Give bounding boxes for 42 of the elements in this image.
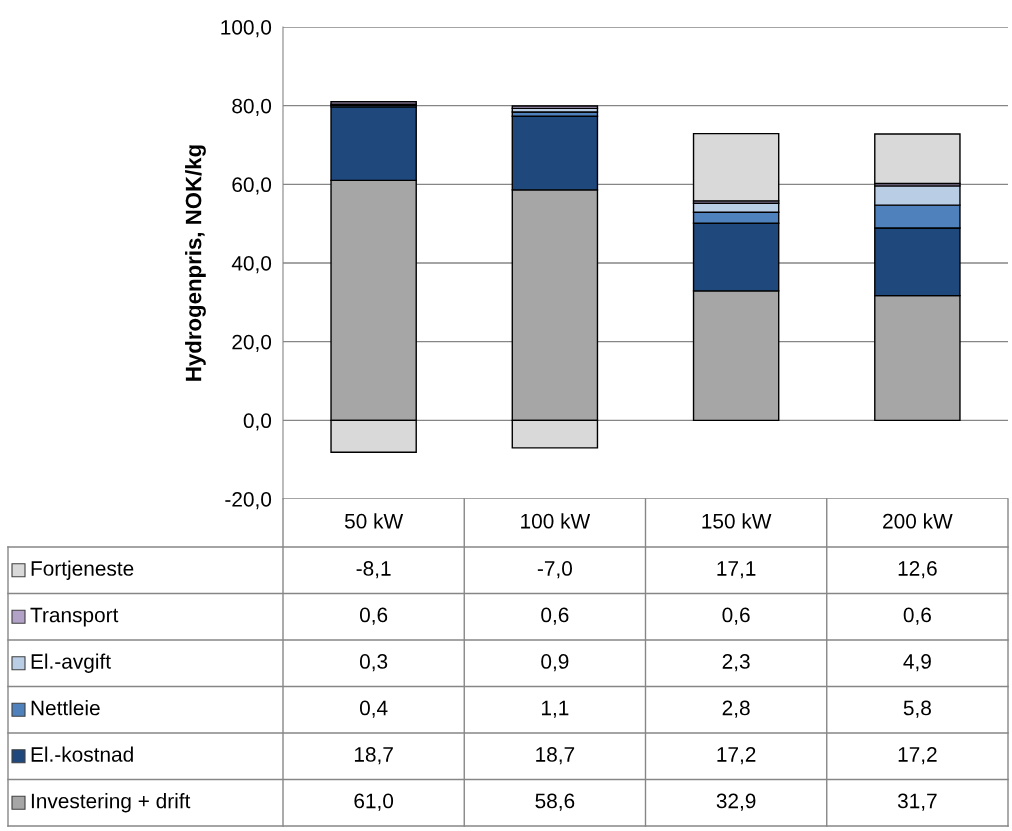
legend-label: Fortjeneste	[31, 560, 134, 580]
data-label: 17,1	[717, 561, 756, 579]
data-label: -7,0	[537, 561, 573, 579]
y-tick-label: 80,0	[232, 98, 272, 116]
data-label: 18,7	[536, 747, 575, 765]
data-label: 32,9	[716, 793, 756, 811]
data-label: -8,1	[356, 561, 391, 579]
data-label: 0,6	[359, 607, 388, 625]
data-label: 17,2	[717, 747, 756, 765]
x-tick-label: 100 kW	[521, 513, 591, 529]
y-tick-label: 0,0	[243, 413, 272, 431]
x-tick-label: 50 kW	[344, 513, 404, 529]
legend-label: El.-avgift	[31, 653, 111, 673]
data-label: 12,6	[898, 561, 937, 579]
data-label: 2,8	[722, 700, 750, 718]
data-label: 0,6	[903, 607, 931, 625]
data-label: 2,3	[722, 654, 750, 672]
x-tick-label: 150 kW	[702, 513, 772, 529]
y-axis-title: Hydrogenpris, NOK/kg	[185, 145, 206, 381]
y-tick-label: 20,0	[232, 334, 272, 352]
y-tick-label: 60,0	[232, 177, 272, 195]
data-label: 1,1	[541, 700, 569, 718]
legend-label: Investering + drift	[31, 793, 191, 813]
data-label: 58,6	[535, 793, 575, 811]
legend-label: El.-kostnad	[31, 746, 133, 762]
y-tick-label: 40,0	[231, 256, 272, 274]
data-label: 0,6	[541, 607, 569, 625]
y-tick-label: -20,0	[225, 492, 272, 510]
data-label: 17,2	[898, 747, 937, 765]
data-label: 18,7	[354, 747, 393, 765]
data-label: 0,3	[359, 654, 388, 672]
data-label: 4,9	[903, 654, 931, 672]
data-label: 0,6	[722, 607, 750, 625]
data-label: 0,4	[359, 700, 388, 718]
legend-label: Transport	[30, 607, 119, 627]
data-label: 5,8	[903, 700, 931, 718]
data-label: 0,9	[541, 654, 569, 672]
legend-label: Nettleie	[31, 700, 100, 716]
y-tick-label: 100,0	[221, 20, 272, 38]
data-label: 31,7	[897, 793, 937, 811]
data-label: 61,0	[354, 793, 394, 811]
x-tick-label: 200 kW	[883, 513, 953, 529]
